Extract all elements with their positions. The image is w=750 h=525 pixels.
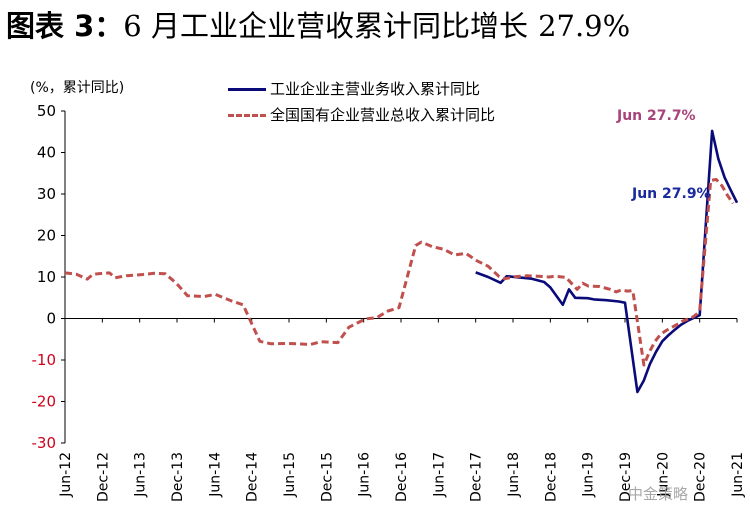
x-tick-label: Jun-15 bbox=[282, 452, 298, 498]
x-tick-label: Dec-12 bbox=[95, 452, 111, 502]
figure-title-value: 27.9% bbox=[538, 9, 631, 43]
series-line-industrial-revenue bbox=[475, 129, 739, 394]
series-line-soe-revenue bbox=[64, 178, 735, 367]
x-tick-label: Dec-13 bbox=[170, 452, 186, 502]
legend-swatch-dashed-line bbox=[228, 114, 266, 117]
annotation-soe-jun: Jun 27.7% bbox=[617, 108, 696, 124]
x-tick-label: Jun-21 bbox=[730, 452, 746, 498]
x-tick-label: Dec-19 bbox=[618, 452, 634, 502]
figure-title: 图表 3：6 月工业企业营收累计同比增长 27.9% bbox=[6, 6, 630, 46]
y-tick-label: -20 bbox=[32, 393, 57, 411]
y-tick-label: 20 bbox=[37, 227, 56, 245]
x-tick-label: Dec-16 bbox=[394, 452, 410, 502]
y-tick-label: -30 bbox=[32, 434, 57, 452]
x-tick-label: Jun-12 bbox=[58, 452, 74, 498]
y-tick-label: 40 bbox=[37, 144, 56, 162]
x-tick-label: Jun-16 bbox=[357, 452, 373, 498]
x-tick-label: Jun-19 bbox=[581, 452, 597, 498]
x-tick-label: Dec-14 bbox=[245, 452, 261, 502]
figure-title-prefix: 6 月工业企业营收累计同比增长 bbox=[123, 9, 528, 43]
y-tick-label: 10 bbox=[37, 268, 56, 286]
x-tick-label: Jun-18 bbox=[506, 452, 522, 498]
y-axis-unit-label: (%，累计同比) bbox=[30, 80, 125, 96]
y-tick-label: 30 bbox=[37, 185, 56, 203]
x-tick-label: Jun-17 bbox=[431, 452, 447, 498]
watermark: 中金策略 bbox=[628, 485, 689, 503]
legend-label: 全国国有企业营业总收入累计同比 bbox=[270, 106, 496, 124]
legend-swatch-solid-line bbox=[228, 88, 266, 91]
x-tick-label: Jun-14 bbox=[207, 452, 223, 498]
x-tick-label: Dec-20 bbox=[693, 452, 709, 502]
x-tick-label: Jun-20 bbox=[655, 452, 671, 498]
y-tick-label: 50 bbox=[37, 102, 56, 120]
x-tick-label: Jun-13 bbox=[133, 452, 149, 498]
y-tick-label: 0 bbox=[46, 310, 56, 328]
x-tick-label: Dec-17 bbox=[469, 452, 485, 502]
x-tick-label: Dec-18 bbox=[543, 452, 559, 502]
figure-label: 图表 3： bbox=[6, 9, 124, 43]
y-tick-label: -10 bbox=[32, 351, 57, 369]
legend-label: 工业企业主营业务收入累计同比 bbox=[270, 80, 481, 98]
annotation-industrial-jun: Jun 27.9% bbox=[632, 186, 711, 202]
x-tick-label: Dec-15 bbox=[319, 452, 335, 502]
